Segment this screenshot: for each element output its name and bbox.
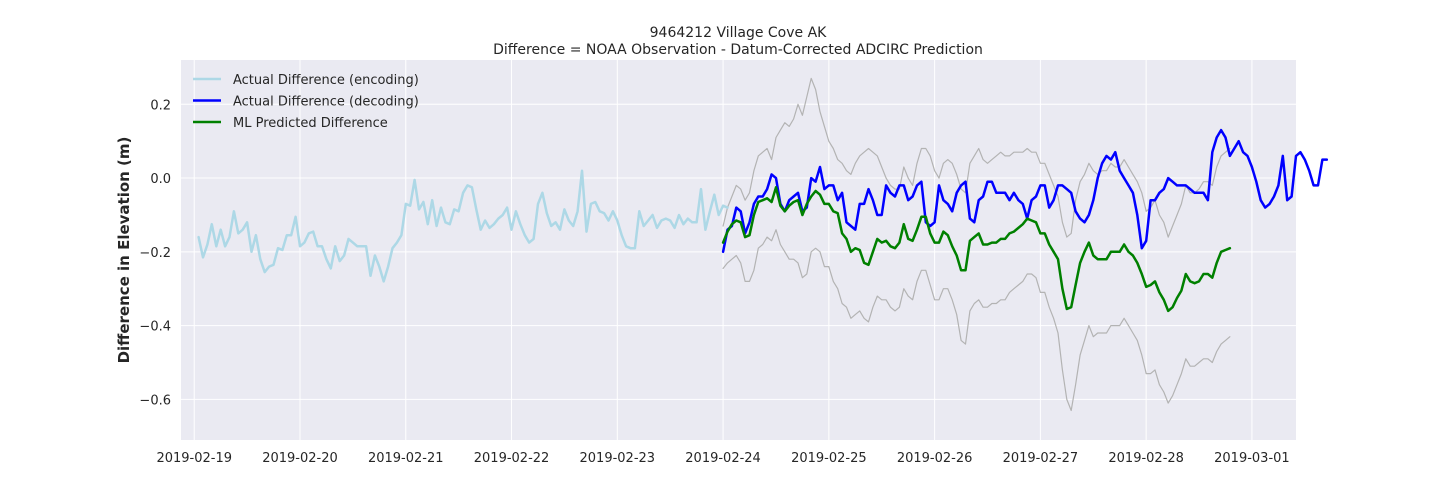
chart-subtitle: Difference = NOAA Observation - Datum-Co… <box>493 42 983 58</box>
x-tick-label: 2019-02-27 <box>1003 451 1079 466</box>
x-tick-label: 2019-02-23 <box>580 451 656 466</box>
series-layer <box>197 77 1329 412</box>
y-tick-label: −0.6 <box>139 393 171 408</box>
y-tick-label: 0.0 <box>150 172 171 187</box>
x-tick-label: 2019-03-01 <box>1214 451 1290 466</box>
x-tick-label: 2019-02-22 <box>474 451 550 466</box>
x-tick-labels: 2019-02-19 2019-02-20 2019-02-21 2019-02-22… <box>156 451 1289 466</box>
confidence-band-line <box>722 229 1231 412</box>
x-tick-label: 2019-02-21 <box>368 451 444 466</box>
gridlines <box>181 60 1296 440</box>
legend-label: Actual Difference (decoding) <box>233 95 419 110</box>
confidence-band-line <box>722 77 1231 238</box>
x-tick-label: 2019-02-20 <box>262 451 338 466</box>
y-tick-label: −0.4 <box>139 320 171 335</box>
y-tick-labels: 0.2 0.0 −0.2 −0.4 −0.6 <box>139 98 171 408</box>
chart-title: 9464212 Village Cove AK <box>650 25 828 41</box>
series-line-actual-difference-decoding <box>721 128 1329 254</box>
series-line-ml-predicted-difference <box>721 186 1232 313</box>
x-tick-label: 2019-02-26 <box>897 451 973 466</box>
y-tick-label: −0.2 <box>139 246 171 261</box>
legend: Actual Difference (encoding) Actual Diffe… <box>193 73 419 131</box>
y-axis-label: Difference in Elevation (m) <box>115 137 133 364</box>
x-tick-label: 2019-02-24 <box>685 451 761 466</box>
x-tick-label: 2019-02-28 <box>1108 451 1184 466</box>
legend-label: Actual Difference (encoding) <box>233 73 419 88</box>
x-tick-label: 2019-02-19 <box>156 451 232 466</box>
y-tick-label: 0.2 <box>150 98 171 113</box>
series-line-actual-difference-encoding <box>197 169 729 283</box>
x-tick-label: 2019-02-25 <box>791 451 867 466</box>
legend-label: ML Predicted Difference <box>233 116 388 131</box>
